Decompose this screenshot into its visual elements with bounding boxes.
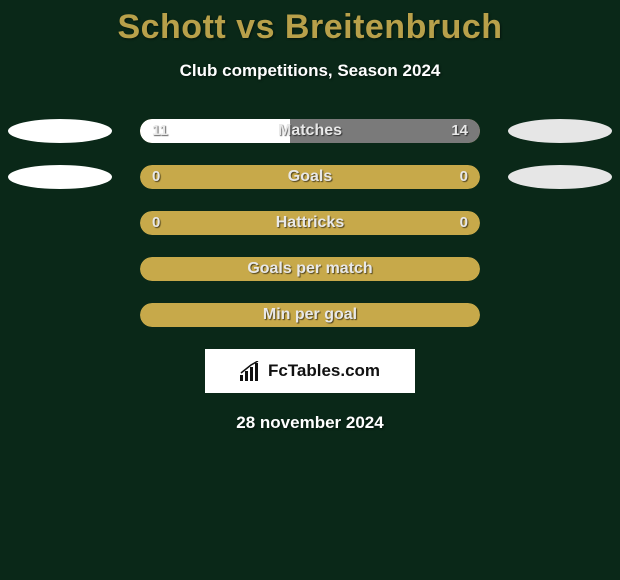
outer-slot-right xyxy=(480,165,620,189)
outer-slot-right xyxy=(480,119,620,143)
value-left: 0 xyxy=(152,165,160,189)
comparison-infographic: Schott vs Breitenbruch Club competitions… xyxy=(0,0,620,433)
subtitle: Club competitions, Season 2024 xyxy=(0,61,620,81)
stat-rows: 1114Matches00Goals00HattricksGoals per m… xyxy=(0,119,620,327)
stat-bar: 1114Matches xyxy=(140,119,480,143)
outer-slot-left xyxy=(0,119,140,143)
stat-row: 00Goals xyxy=(0,165,620,189)
stat-bar: 00Hattricks xyxy=(140,211,480,235)
footer-logo-text: FcTables.com xyxy=(268,361,380,381)
player-ellipse-right xyxy=(508,119,612,143)
outer-slot-left xyxy=(0,165,140,189)
stat-bar: 00Goals xyxy=(140,165,480,189)
bar-base xyxy=(140,303,480,327)
value-left: 0 xyxy=(152,211,160,235)
stat-row: Goals per match xyxy=(0,257,620,281)
player-ellipse-right xyxy=(508,165,612,189)
value-right: 0 xyxy=(460,211,468,235)
value-right: 0 xyxy=(460,165,468,189)
bar-base xyxy=(140,211,480,235)
footer-logo: FcTables.com xyxy=(205,349,415,393)
stat-row: 1114Matches xyxy=(0,119,620,143)
stat-bar: Min per goal xyxy=(140,303,480,327)
stat-row: Min per goal xyxy=(0,303,620,327)
page-title: Schott vs Breitenbruch xyxy=(0,8,620,47)
value-left: 11 xyxy=(152,119,168,143)
bar-base xyxy=(140,165,480,189)
player-ellipse-left xyxy=(8,165,112,189)
player-ellipse-left xyxy=(8,119,112,143)
stat-bar: Goals per match xyxy=(140,257,480,281)
chart-icon xyxy=(240,361,262,381)
value-right: 14 xyxy=(451,119,468,143)
stat-row: 00Hattricks xyxy=(0,211,620,235)
footer-date: 28 november 2024 xyxy=(0,413,620,433)
bar-base xyxy=(140,257,480,281)
